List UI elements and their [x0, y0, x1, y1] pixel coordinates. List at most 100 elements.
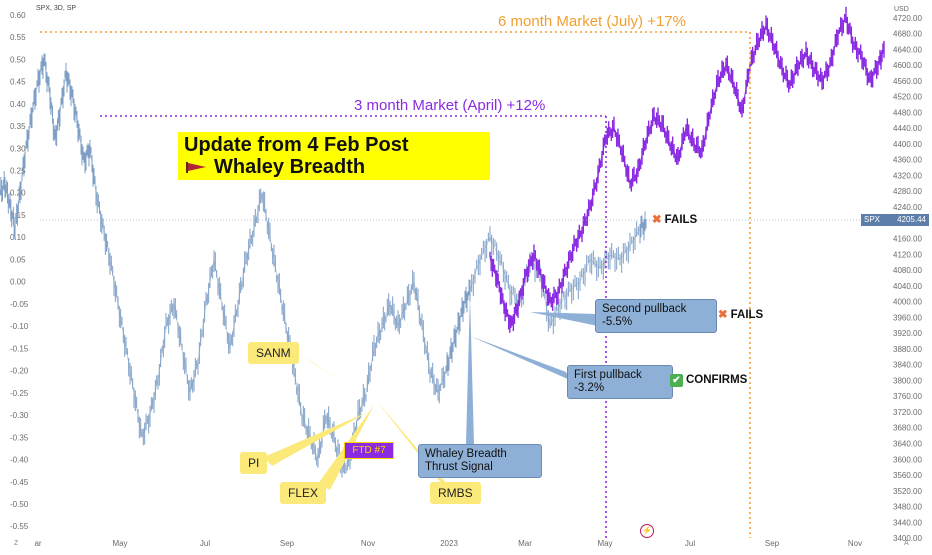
status-first-label: CONFIRMS	[686, 374, 748, 386]
left-axis-tick: -0.05	[10, 300, 29, 309]
right-axis-tick: 3400.00	[893, 534, 922, 543]
breadth-series-line	[469, 223, 647, 328]
first-pullback-line1: First pullback	[574, 369, 642, 381]
left-axis-tick: -0.20	[10, 367, 29, 376]
left-axis-tick: -0.35	[10, 433, 29, 442]
spx-series-line	[489, 16, 885, 328]
right-axis-tick: 4520.00	[893, 93, 922, 102]
left-axis-tick: -0.40	[10, 456, 29, 465]
first-pullback-callout: First pullback -3.2%	[567, 365, 673, 399]
x-axis-tick: Jul	[685, 539, 695, 548]
left-axis-tick: -0.30	[10, 411, 29, 420]
lightning-icon[interactable]: ⚡	[640, 524, 654, 538]
second-pullback-pointer	[530, 312, 598, 326]
breadth-series-line	[0, 59, 471, 470]
right-axis-tick: 4000.00	[893, 298, 922, 307]
right-axis-tick: 4680.00	[893, 30, 922, 39]
rmbs-callout: RMBS	[430, 482, 481, 504]
six-month-label: 6 month Market (July) +17%	[498, 13, 686, 30]
right-axis-tick: 3760.00	[893, 392, 922, 401]
x-axis-tick: Nov	[361, 539, 375, 548]
right-axis-tick: 3480.00	[893, 503, 922, 512]
left-axis-tick: -0.25	[10, 389, 29, 398]
x-axis-tick: Nov	[848, 539, 862, 548]
right-axis-tick: 4160.00	[893, 235, 922, 244]
headline-line2: Whaley Breadth	[214, 156, 366, 178]
left-axis-tick: 0.25	[10, 167, 26, 176]
spx-price-tag: SPX 4205.44	[861, 214, 929, 226]
currency-label: USD	[894, 6, 909, 13]
x-axis-tick: Sep	[765, 539, 780, 548]
x-axis-tick: Sep	[280, 539, 295, 548]
sanm-callout: SANM	[248, 342, 299, 364]
symbol-label: SPX, 3D, SP	[36, 5, 77, 12]
left-axis-tick: -0.10	[10, 322, 29, 331]
spx-tag-value: 4205.44	[897, 215, 926, 224]
first-pullback-line2: -3.2%	[574, 382, 605, 394]
left-axis-tick: 0.35	[10, 122, 26, 131]
right-axis-tick: 4040.00	[893, 282, 922, 291]
right-axis-tick: 4280.00	[893, 187, 922, 196]
check-box-icon: ✔	[670, 374, 683, 387]
headline-line1: Update from 4 Feb Post	[184, 134, 409, 156]
series-layer	[0, 6, 885, 478]
x-axis: ar May Jul Sep Nov 2023 Mar May Jul Sep Nov	[34, 539, 862, 548]
status-second-label: FAILS	[730, 309, 764, 321]
right-axis-tick: 4600.00	[893, 61, 922, 70]
right-axis-tick: 3680.00	[893, 424, 922, 433]
right-axis-tick: 4480.00	[893, 108, 922, 117]
right-axis-tick: 3840.00	[893, 361, 922, 370]
whaley-pointer	[466, 296, 474, 444]
left-axis-tick: -0.15	[10, 344, 29, 353]
right-axis-tick: 3560.00	[893, 471, 922, 480]
corner-left-marker[interactable]: Z	[14, 540, 19, 547]
second-pullback-line1: Second pullback	[602, 303, 687, 315]
headline-box: Update from 4 Feb Post Whaley Breadth	[178, 132, 490, 180]
x-axis-tick: Mar	[518, 539, 532, 548]
right-axis-tick: 4400.00	[893, 140, 922, 149]
left-axis-tick: -0.45	[10, 478, 29, 487]
left-axis-tick: 0.55	[10, 33, 26, 42]
right-axis-tick: 3720.00	[893, 408, 922, 417]
x-axis-tick: May	[112, 539, 127, 548]
left-axis-tick: 0.15	[10, 211, 26, 220]
left-axis-tick: 0.00	[10, 278, 26, 287]
right-axis-tick: 4640.00	[893, 45, 922, 54]
right-axis-tick: 4560.00	[893, 77, 922, 86]
right-axis: 4720.00 4680.00 4640.00 4600.00 4560.00 4520.…	[893, 14, 922, 543]
right-axis-tick: 4120.00	[893, 250, 922, 259]
status-first: ✔ CONFIRMS	[670, 374, 747, 387]
second-pullback-callout: Second pullback -5.5%	[595, 299, 717, 333]
flex-callout: FLEX	[280, 482, 327, 504]
right-axis-tick: 3960.00	[893, 313, 922, 322]
status-top-label: FAILS	[664, 214, 698, 226]
first-pullback-pointer	[470, 336, 570, 380]
corner-right-marker[interactable]: A	[904, 540, 909, 547]
left-axis-tick: 0.60	[10, 11, 26, 20]
cross-mark-icon: ✖	[718, 309, 728, 321]
right-axis-tick: 4320.00	[893, 171, 922, 180]
cross-mark-icon: ✖	[652, 214, 662, 226]
right-axis-tick: 3600.00	[893, 455, 922, 464]
left-axis-tick: 0.10	[10, 233, 26, 242]
second-pullback-line2: -5.5%	[602, 316, 633, 328]
right-axis-tick: 3640.00	[893, 439, 922, 448]
right-axis-tick: 4440.00	[893, 124, 922, 133]
right-axis-tick: 3800.00	[893, 376, 922, 385]
right-axis-tick: 4360.00	[893, 156, 922, 165]
right-axis-tick: 3880.00	[893, 345, 922, 354]
spx-tag-name: SPX	[864, 215, 881, 224]
right-axis-tick: 3440.00	[893, 518, 922, 527]
status-top: ✖ FAILS	[652, 212, 697, 226]
right-axis-tick: 4720.00	[893, 14, 922, 23]
pi-callout: PI	[240, 452, 268, 474]
whaley-callout-line2: Thrust Signal	[425, 461, 493, 473]
whaley-callout-line1: Whaley Breadth	[425, 448, 507, 460]
right-axis-tick: 4080.00	[893, 266, 922, 275]
x-axis-tick: ar	[34, 539, 41, 548]
left-axis-tick: 0.30	[10, 144, 26, 153]
left-axis-tick: 0.05	[10, 255, 26, 264]
ftd-badge: FTD #7	[344, 442, 394, 459]
left-axis-tick: 0.20	[10, 189, 26, 198]
